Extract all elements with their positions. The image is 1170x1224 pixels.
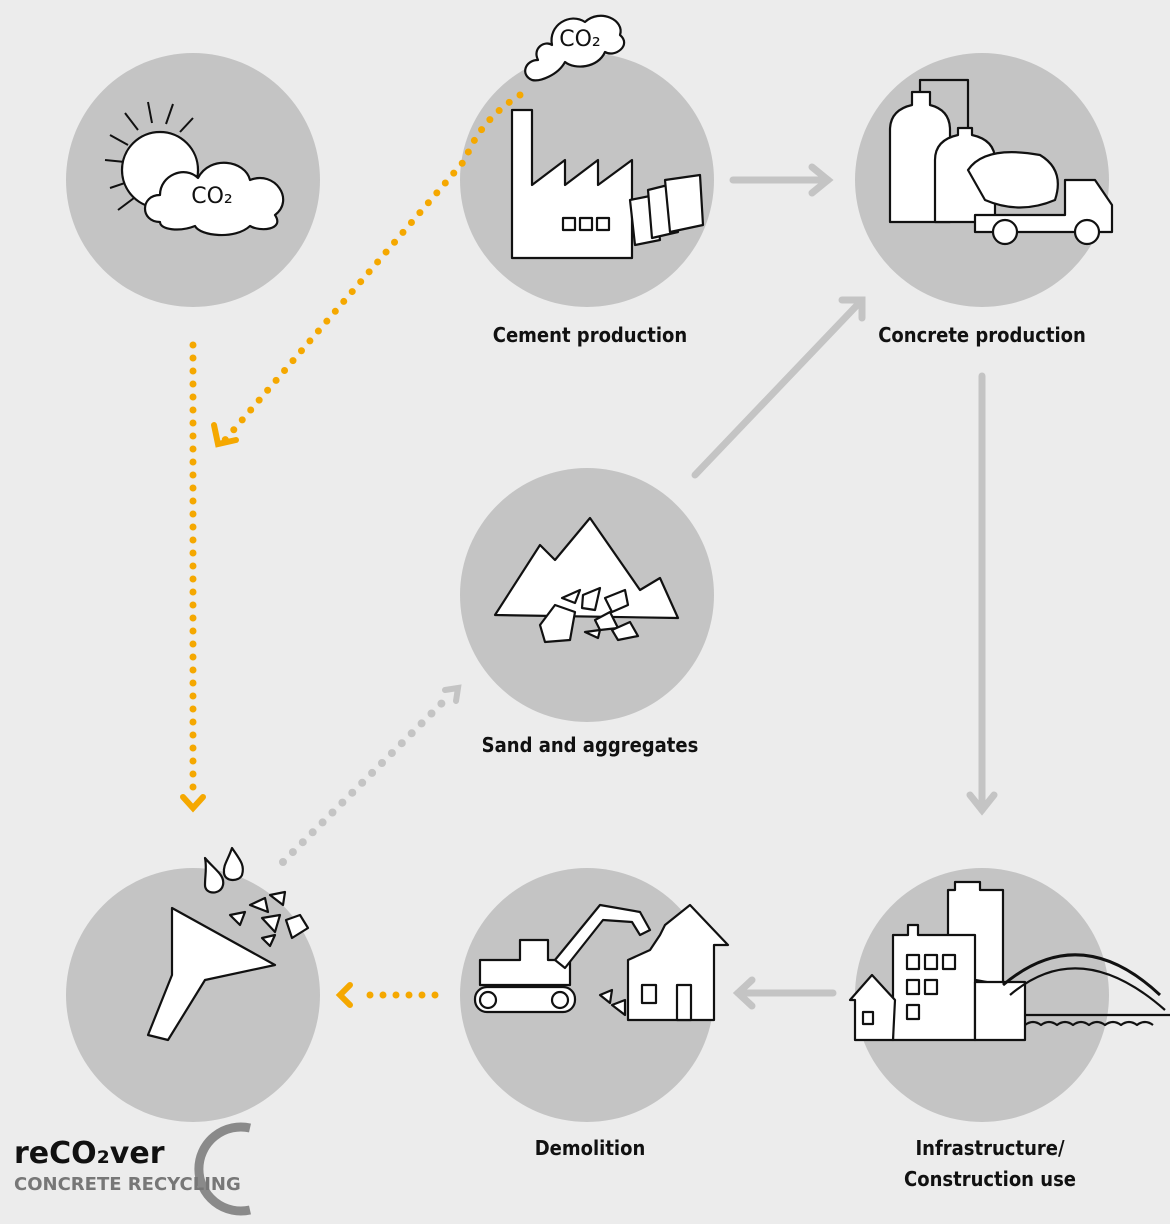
logo-ring (194, 1122, 251, 1216)
flow-arrows (691, 163, 998, 1010)
logo-tagline: CONCRETE RECYCLING (14, 1174, 241, 1195)
node-label: Sand and aggregates (482, 733, 699, 757)
node-label: Construction use (904, 1167, 1076, 1191)
infrastructure-icon (848, 880, 1170, 1042)
co2-label: CO₂ (191, 184, 233, 209)
recycling-icon (146, 846, 310, 1042)
concrete-plant-icon (888, 78, 1114, 246)
dotted-gray (279, 684, 462, 866)
logo-name: reCO₂ver (14, 1136, 165, 1171)
factory-icon (510, 108, 705, 260)
node-label: Cement production (493, 323, 687, 347)
sun-cloud-icon (104, 101, 285, 237)
node-label: Infrastructure/ (915, 1136, 1065, 1160)
smoke-icon (524, 14, 626, 82)
demolition-icon (473, 903, 730, 1022)
sand-icon (493, 516, 680, 644)
co2-label: CO₂ (559, 27, 601, 52)
node-label: Demolition (535, 1136, 646, 1160)
node-label: Concrete production (878, 323, 1086, 347)
dotted-orange (180, 91, 524, 1008)
